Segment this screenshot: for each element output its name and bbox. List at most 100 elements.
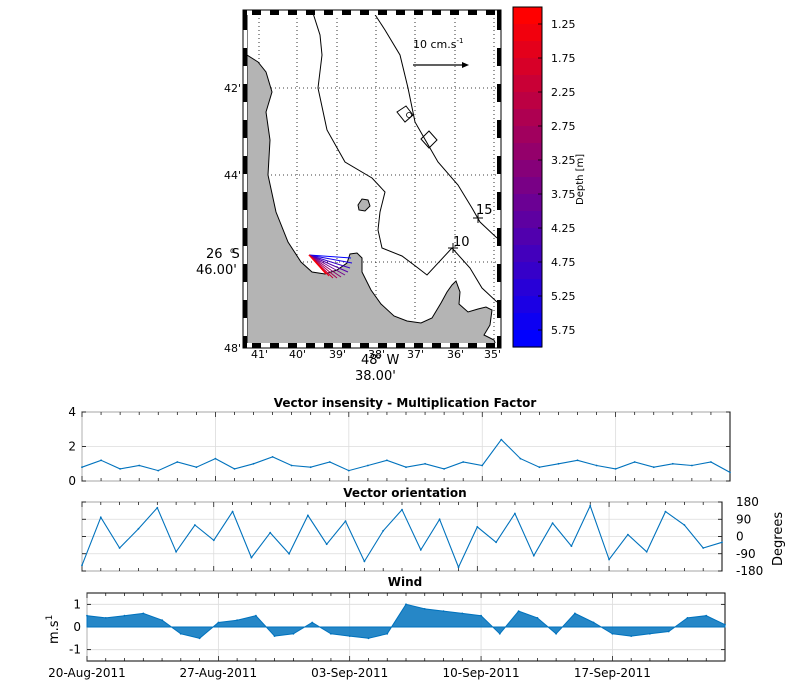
data-point [100, 459, 102, 462]
colorbar-band [513, 177, 542, 195]
data-point [495, 541, 497, 544]
data-point [536, 617, 539, 619]
data-point [574, 612, 576, 615]
station-15: 15 [473, 203, 493, 223]
data-point [250, 556, 253, 559]
data-point [86, 614, 88, 617]
x-tick-label: 27-Aug-2011 [180, 666, 258, 680]
svg-text:o: o [376, 352, 381, 361]
y-tick-label: 0 [736, 530, 744, 544]
data-point [405, 466, 407, 469]
lon-tick-40: 40' [289, 348, 306, 361]
data-point [344, 520, 347, 523]
data-point [194, 524, 196, 526]
current-vector [308, 254, 342, 278]
island [357, 198, 371, 212]
data-point [137, 527, 140, 530]
data-point [557, 462, 560, 465]
data-point [423, 608, 426, 610]
data-point [589, 504, 592, 507]
data-point [608, 558, 610, 561]
data-point [231, 510, 234, 513]
data-point [532, 554, 535, 557]
data-point [405, 603, 407, 606]
data-point [119, 468, 121, 470]
colorbar-label: Depth [m] [575, 154, 586, 205]
data-point [328, 461, 331, 463]
data-point [81, 564, 83, 567]
data-point [292, 632, 295, 635]
data-point [81, 466, 83, 469]
data-point [236, 619, 239, 622]
data-point [156, 506, 159, 509]
current-vector [308, 254, 353, 264]
data-point [611, 632, 614, 635]
current-vector [308, 254, 349, 273]
colorbar-tick-label: 3.25 [551, 154, 576, 167]
data-point [705, 614, 708, 617]
land-area [247, 10, 497, 348]
data-point [729, 471, 731, 474]
data-point [724, 623, 726, 626]
data-point [161, 619, 164, 622]
data-point [481, 464, 484, 467]
colorbar-tick-label: 5.75 [551, 324, 576, 337]
colorbar-tick-label: 3.75 [551, 188, 576, 201]
data-point [538, 466, 541, 469]
colorbar-tick-label: 4.25 [551, 222, 576, 235]
x-tick-label: 03-Sep-2011 [311, 666, 388, 680]
colorbar-band [513, 24, 542, 42]
data-point [348, 635, 351, 637]
data-point [367, 464, 369, 467]
chart-wind-title: Wind [388, 575, 422, 589]
colorbar-band [513, 296, 542, 314]
data-point [367, 637, 370, 640]
data-point [233, 468, 236, 470]
colorbar-band [513, 313, 542, 331]
chart-orientation-title: Vector orientation [343, 486, 466, 500]
colorbar-tick-label: 4.75 [551, 256, 576, 269]
station-10-label: 10 [453, 235, 470, 250]
current-vector [308, 254, 352, 259]
data-point [138, 464, 141, 467]
data-point [176, 461, 179, 463]
data-point [157, 469, 160, 472]
chart-orientation: Vector orientation Degrees 180 90 0 -90 -180 [81, 486, 786, 578]
chart-orientation-ylabel: Degrees [771, 512, 786, 566]
data-point [255, 614, 257, 617]
data-point [99, 516, 102, 519]
svg-text:o: o [230, 246, 235, 255]
colorbar-band [513, 245, 542, 263]
chart-intensity-title: Vector insensity - Multiplication Factor [274, 396, 537, 410]
data-point [123, 614, 126, 617]
colorbar-bands [513, 7, 542, 348]
data-point [570, 545, 573, 547]
data-point [652, 466, 655, 469]
colorbar-band [513, 228, 542, 246]
colorbar-ticks: 1.25 1.75 2.25 2.75 3.25 3.75 4.25 4.75 5.25 5.75 [538, 18, 576, 337]
svg-text:46.00': 46.00' [196, 263, 237, 278]
y-tick-label: 0 [73, 620, 81, 634]
data-point [217, 621, 220, 624]
data-point [721, 541, 723, 544]
data-point [438, 518, 441, 521]
data-point [457, 566, 460, 569]
data-point [498, 632, 501, 635]
data-point [175, 550, 178, 553]
current-vector [308, 254, 351, 269]
lon-tick-38: 38' [368, 348, 385, 361]
colorbar-tick-label: 2.75 [551, 120, 576, 133]
data-point [271, 456, 274, 458]
data-point [214, 457, 217, 460]
colorbar-band [513, 194, 542, 212]
data-point [667, 630, 670, 633]
y-tick-label: 1 [73, 597, 81, 611]
colorbar-band [513, 7, 542, 25]
data-point [461, 612, 464, 615]
data-point [269, 531, 272, 534]
colorbar-band [513, 75, 542, 93]
data-point [555, 632, 557, 635]
lon-tick-39: 39' [329, 348, 346, 361]
colorbar-band [513, 330, 542, 348]
